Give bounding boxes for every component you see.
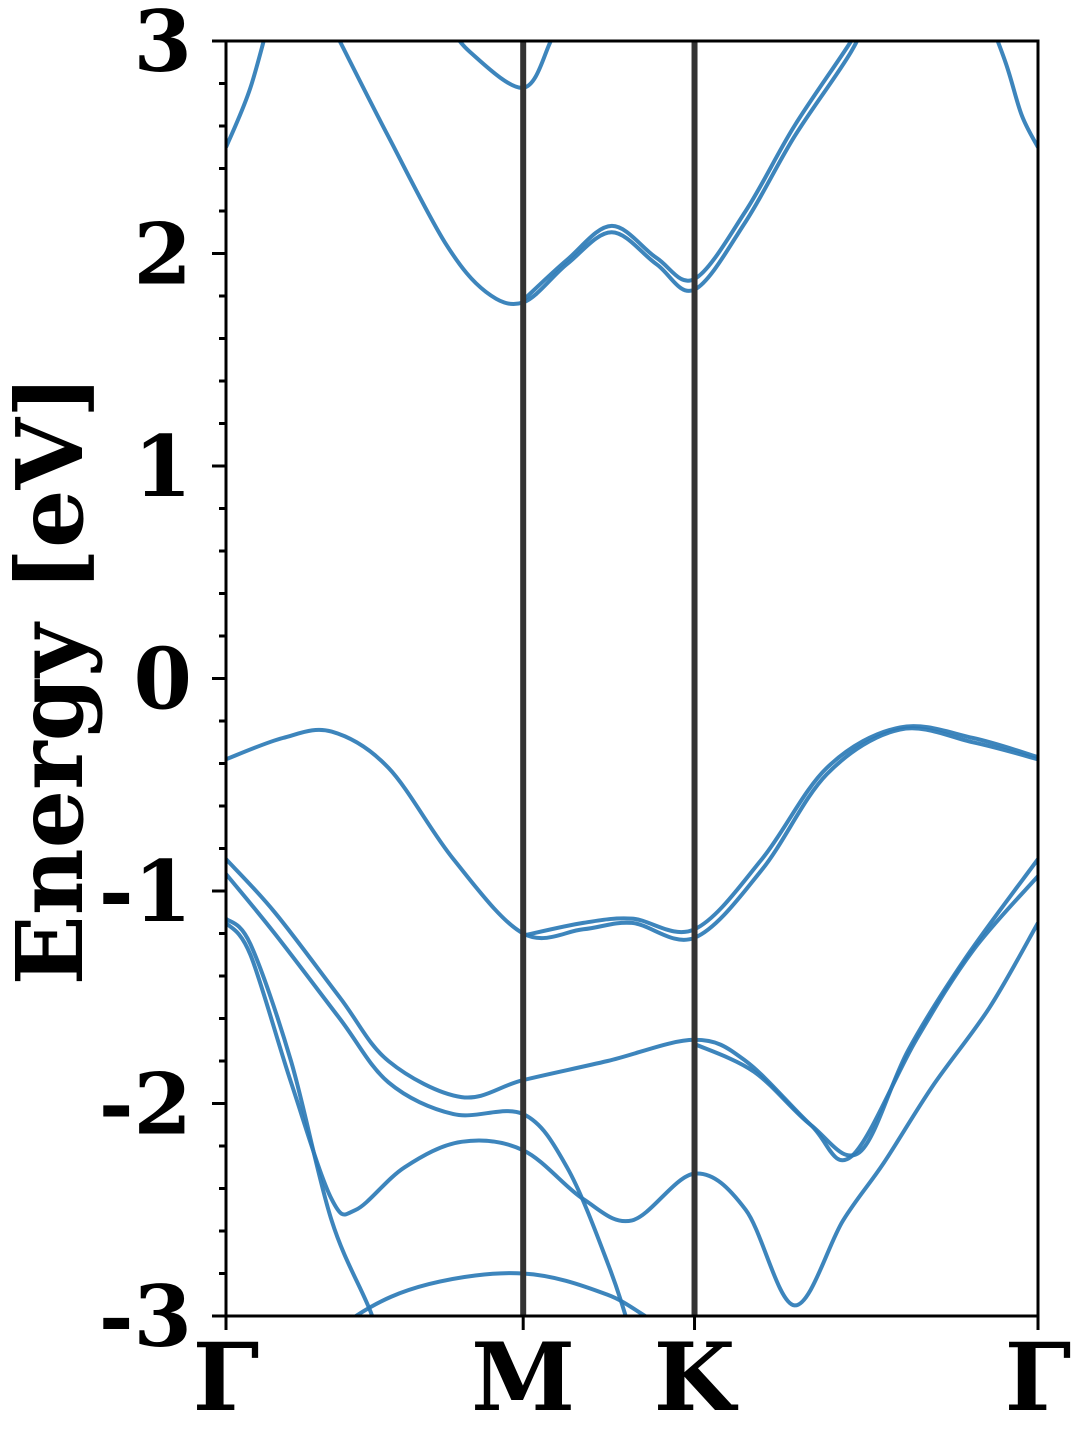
band-line-8 [522, 724, 1038, 938]
plot-frame [224, 39, 1040, 1318]
band-line-1 [352, 1271, 649, 1316]
band-line-6 [693, 857, 1038, 1158]
band-line-4 [226, 872, 628, 1316]
band-line-13 [995, 41, 1038, 149]
y-tick-label: -3 [99, 1267, 192, 1366]
x-tick-label: K [654, 1323, 739, 1433]
band-line-7 [226, 726, 1038, 942]
band-lines [226, 41, 1038, 1316]
band-line-2 [226, 921, 1038, 1308]
y-tick-label: 2 [134, 205, 192, 304]
y-tick-label: 0 [134, 630, 192, 729]
y-axis-ticks: -3 -2 -1 0 1 2 3 [99, 0, 226, 1366]
band-line-3 [226, 917, 375, 1316]
high-symmetry-lines [520, 41, 698, 1316]
band-line-9 [226, 41, 266, 149]
band-line-11 [521, 41, 854, 302]
y-tick-label: -2 [99, 1055, 192, 1154]
band-line-12 [457, 41, 554, 90]
y-axis-label: Energy [eV] [0, 375, 104, 986]
x-tick-label: Γ [1005, 1323, 1072, 1433]
x-tick-label: Γ [193, 1323, 260, 1433]
y-tick-label: -1 [99, 842, 192, 941]
band-line-10 [337, 41, 860, 307]
y-tick-label: 1 [134, 417, 192, 516]
x-tick-label: M [471, 1323, 575, 1433]
y-tick-label: 3 [134, 0, 192, 91]
